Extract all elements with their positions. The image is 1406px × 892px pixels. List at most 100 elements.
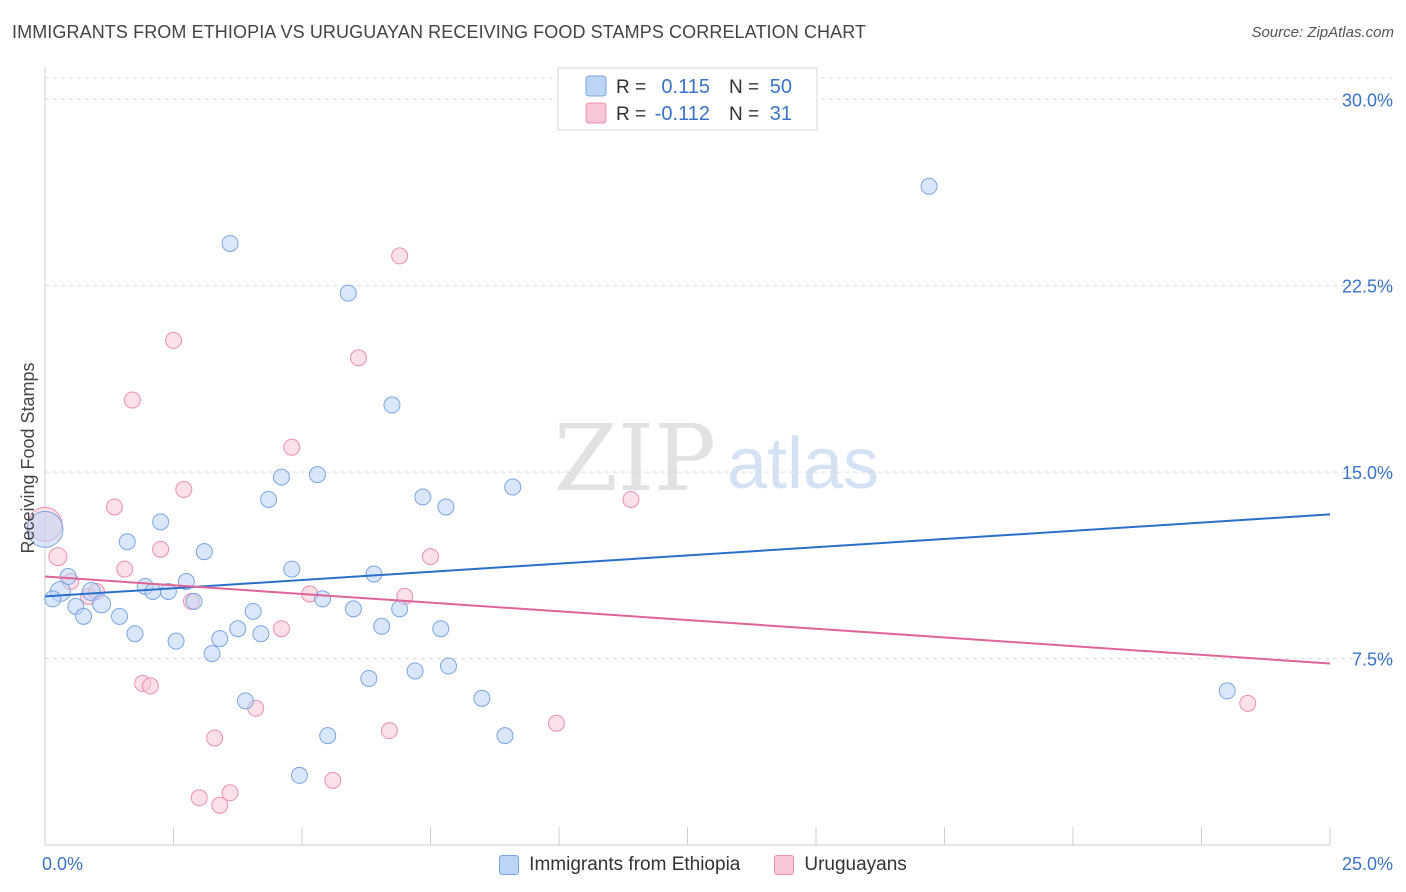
y-tick-label-1: 15.0% bbox=[1342, 463, 1393, 483]
ethiopia-point-9 bbox=[126, 625, 144, 643]
x-tick-labels: 0.0% 25.0% bbox=[42, 854, 1393, 874]
series-legend: Immigrants from Ethiopia Uruguayans bbox=[0, 852, 1406, 878]
y-tick-labels: 7.5% 15.0% 22.5% 30.0% bbox=[1342, 90, 1393, 669]
uruguayans-point-28 bbox=[547, 714, 565, 732]
stats-swatch-pink bbox=[585, 102, 607, 124]
stats-r-value: -0.112 bbox=[655, 103, 710, 125]
ethiopia-point-2 bbox=[59, 568, 77, 586]
uruguayans-point-5 bbox=[105, 498, 123, 516]
stats-swatch-blue bbox=[585, 75, 607, 97]
uruguayans-point-15 bbox=[206, 729, 224, 747]
ethiopia-point-41 bbox=[432, 620, 450, 638]
uruguayans-point-9 bbox=[141, 677, 159, 695]
ethiopia-point-17 bbox=[195, 543, 213, 561]
uruguayans-point-24 bbox=[380, 722, 398, 740]
ethiopia-point-27 bbox=[283, 560, 301, 578]
ethiopia-point-28 bbox=[290, 766, 308, 784]
source-label: Source: ZipAtlas.com bbox=[1251, 24, 1394, 41]
y-tick-label-3: 30.0% bbox=[1342, 90, 1393, 110]
ethiopia-point-14 bbox=[167, 632, 185, 650]
ethiopia-point-18 bbox=[203, 645, 221, 663]
x-tick-label-1: 25.0% bbox=[1342, 854, 1393, 874]
uruguayans-point-29 bbox=[622, 490, 640, 508]
ethiopia-point-8 bbox=[118, 533, 136, 551]
ethiopia-point-44 bbox=[473, 689, 491, 707]
ethiopia-point-47 bbox=[920, 177, 938, 195]
ethiopia-point-16 bbox=[185, 592, 203, 610]
legend-swatch-blue bbox=[499, 855, 520, 875]
ethiopia-point-48 bbox=[1218, 682, 1236, 700]
ethiopia-point-19 bbox=[211, 630, 229, 648]
ethiopia-point-0 bbox=[26, 510, 64, 548]
ethiopia-point-34 bbox=[360, 669, 378, 687]
ethiopia-point-21 bbox=[229, 620, 247, 638]
ethiopia-point-32 bbox=[339, 284, 357, 302]
ethiopia-point-5 bbox=[81, 581, 101, 601]
uruguayans-point-30 bbox=[1239, 694, 1257, 712]
uruguayans-point-23 bbox=[350, 349, 368, 367]
trend-lines bbox=[44, 513, 1331, 665]
ethiopia-point-45 bbox=[496, 727, 514, 745]
stats-legend: R = 0.115 N = 50 R = -0.112 N = 31 bbox=[557, 67, 818, 131]
ethiopia-point-30 bbox=[314, 590, 332, 608]
uruguayans-point-10 bbox=[152, 540, 170, 558]
ethiopia-point-31 bbox=[319, 727, 337, 745]
ethiopia-point-39 bbox=[406, 662, 424, 680]
ethiopia-point-12 bbox=[152, 513, 170, 531]
uruguayans-point-16 bbox=[211, 796, 229, 814]
uruguayans-point-6 bbox=[116, 560, 134, 578]
x-tick-label-0: 0.0% bbox=[42, 854, 83, 874]
stats-r-label: R = bbox=[616, 104, 646, 125]
ethiopia-point-20 bbox=[221, 234, 239, 252]
ethiopia-point-40 bbox=[414, 488, 432, 506]
legend-label-uruguayans: Uruguayans bbox=[804, 854, 907, 875]
stats-row-ethiopia: R = 0.115 N = 50 bbox=[585, 75, 792, 98]
uruguayans-point-7 bbox=[123, 391, 141, 409]
ethiopia-point-6 bbox=[92, 594, 112, 614]
stats-n-value: 31 bbox=[770, 103, 792, 125]
uruguayans-point-25 bbox=[391, 247, 409, 265]
ethiopia-point-22 bbox=[236, 692, 254, 710]
stats-n-label: N = bbox=[729, 104, 759, 125]
legend-swatch-pink bbox=[774, 855, 795, 875]
ethiopia-point-25 bbox=[260, 490, 278, 508]
stats-row-uruguayans: R = -0.112 N = 31 bbox=[585, 102, 792, 125]
legend-item-uruguayans: Uruguayans bbox=[774, 854, 907, 876]
trend-line-ethiopia bbox=[44, 513, 1331, 598]
legend-label-ethiopia: Immigrants from Ethiopia bbox=[529, 854, 741, 875]
grid-lines bbox=[45, 77, 1392, 660]
ethiopia-point-26 bbox=[272, 468, 290, 486]
ethiopia-point-33 bbox=[344, 600, 362, 618]
uruguayans-point-27 bbox=[422, 548, 439, 566]
y-axis-label: Receiving Food Stamps bbox=[18, 362, 38, 553]
uruguayans-point-19 bbox=[272, 620, 290, 638]
ethiopia-point-46 bbox=[504, 478, 522, 496]
ethiopia-point-24 bbox=[252, 625, 270, 643]
stats-n-value: 50 bbox=[770, 76, 792, 98]
y-tick-label-0: 7.5% bbox=[1352, 650, 1393, 670]
ethiopia-point-29 bbox=[308, 466, 326, 484]
stats-n-label: N = bbox=[729, 77, 759, 98]
y-tick-label-2: 22.5% bbox=[1342, 277, 1393, 297]
ethiopia-point-43 bbox=[439, 657, 457, 675]
uruguayans-point-12 bbox=[175, 481, 193, 499]
ethiopia-point-36 bbox=[373, 617, 391, 635]
ethiopia-point-35 bbox=[365, 565, 383, 583]
ethiopia-points bbox=[26, 177, 1236, 784]
ethiopia-point-23 bbox=[244, 602, 262, 620]
trend-line-uruguayans bbox=[44, 575, 1331, 665]
axes bbox=[44, 67, 1331, 846]
ethiopia-point-37 bbox=[383, 396, 401, 414]
ethiopia-point-4 bbox=[75, 607, 93, 625]
uruguayans-point-1 bbox=[48, 547, 68, 567]
ethiopia-point-49 bbox=[44, 590, 62, 608]
legend-item-ethiopia: Immigrants from Ethiopia bbox=[499, 854, 740, 876]
watermark: ZIP atlas bbox=[554, 405, 879, 512]
uruguayans-point-22 bbox=[324, 771, 342, 789]
ethiopia-point-7 bbox=[111, 607, 129, 625]
stats-r-label: R = bbox=[616, 77, 646, 98]
ethiopia-point-42 bbox=[437, 498, 455, 516]
watermark-atlas: atlas bbox=[727, 424, 879, 504]
uruguayans-point-14 bbox=[190, 789, 208, 807]
ethiopia-point-38 bbox=[391, 600, 409, 618]
